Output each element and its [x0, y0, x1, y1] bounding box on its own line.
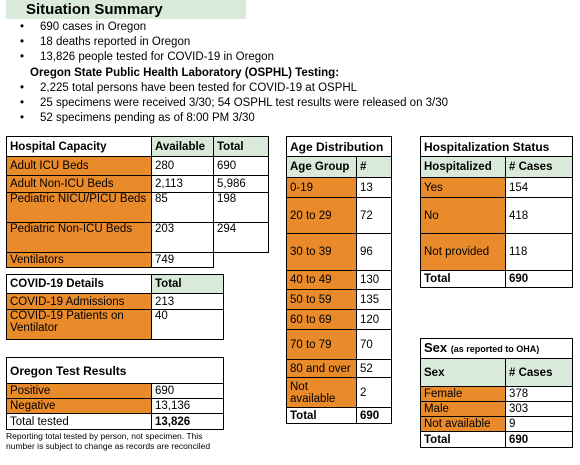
table-row: COVID-19 Admissions 213	[6, 293, 224, 310]
table-row: Not provided 118	[420, 233, 573, 271]
osphl-heading: Oregon State Public Health Laboratory (O…	[30, 67, 340, 79]
hospitalization-status-title: Hospitalization Status	[420, 136, 573, 157]
hospitalization-status-table: Hospitalization Status Hospitalized # Ca…	[420, 136, 573, 288]
table-row: Total 690	[286, 407, 393, 424]
page-title: Situation Summary	[6, 0, 246, 19]
table-row: Negative 13,136	[6, 398, 224, 414]
table-row: Pediatric Non-ICU Beds 203 294	[6, 222, 269, 253]
table-row: Total tested 13,826	[6, 413, 224, 430]
column-header: Sex	[420, 358, 506, 387]
column-header: # Cases	[505, 156, 573, 178]
list-item: 13,826 people tested for COVID-19 in Ore…	[6, 50, 274, 65]
osphl-bullets: 2,225 total persons have been tested for…	[6, 81, 448, 126]
table-row: Female 378	[420, 386, 573, 402]
table-row: Male 303	[420, 401, 573, 417]
list-item: 2,225 total persons have been tested for…	[6, 81, 448, 96]
column-header: # Cases	[505, 358, 573, 387]
table-row: Adult ICU Beds 280 690	[6, 156, 269, 176]
table-row: 50 to 59 135	[286, 289, 393, 310]
table-row: Not available 2	[286, 377, 393, 408]
list-item: 690 cases in Oregon	[6, 20, 274, 35]
table-row: Yes 154	[420, 177, 573, 198]
column-header: COVID-19 Details	[6, 274, 152, 294]
oregon-test-results-table: Oregon Test Results Positive 690 Negativ…	[6, 357, 224, 430]
summary-bullets: 690 cases in Oregon 18 deaths reported i…	[6, 20, 274, 65]
table-row: Ventilators 749	[6, 252, 269, 268]
table-row: COVID-19 Patients on Ventilator 40	[6, 309, 224, 340]
table-row: 60 to 69 120	[286, 309, 393, 330]
table-row: 40 to 49 130	[286, 270, 393, 290]
column-header: Hospitalized	[420, 156, 506, 178]
table-row: Adult Non-ICU Beds 2,113 5,986	[6, 175, 269, 193]
sex-title: Sex (as reported to OHA)	[420, 338, 573, 359]
list-item: 52 specimens pending as of 8:00 PM 3/30	[6, 111, 448, 126]
table-row: Positive 690	[6, 383, 224, 399]
table-row: 80 and over 52	[286, 359, 393, 378]
list-item: 18 deaths reported in Oregon	[6, 35, 274, 50]
table-row: Not available 9	[420, 416, 573, 432]
sex-table: Sex (as reported to OHA) Sex # Cases Fem…	[420, 338, 573, 448]
table-row: 20 to 29 72	[286, 197, 393, 234]
test-results-note: Reporting total tested by person, not sp…	[6, 431, 211, 451]
table-row: 30 to 39 96	[286, 233, 393, 271]
table-row: 0-19 13	[286, 177, 393, 198]
column-header: Hospital Capacity	[6, 136, 152, 157]
oregon-test-results-title: Oregon Test Results	[6, 357, 224, 384]
table-row: Pediatric NICU/PICU Beds 85 198	[6, 192, 269, 223]
table-row: Total 690	[420, 270, 573, 288]
column-header: Total	[213, 136, 269, 157]
table-row: No 418	[420, 197, 573, 234]
column-header: Available	[151, 136, 214, 157]
column-header: Age Group	[286, 156, 357, 178]
column-header: #	[355, 156, 393, 178]
table-row: 70 to 79 70	[286, 329, 393, 360]
table-row: Total 690	[420, 431, 573, 448]
list-item: 25 specimens were received 3/30; 54 OSPH…	[6, 96, 448, 111]
age-distribution-title: Age Distribution	[285, 136, 393, 157]
column-header: Total	[151, 274, 224, 294]
covid-details-table: COVID-19 Details Total COVID-19 Admissio…	[6, 274, 224, 340]
age-distribution-table: Age Distribution Age Group # 0-19 13 20 …	[285, 136, 393, 424]
hospital-capacity-table: Hospital Capacity Available Total Adult …	[6, 136, 269, 268]
